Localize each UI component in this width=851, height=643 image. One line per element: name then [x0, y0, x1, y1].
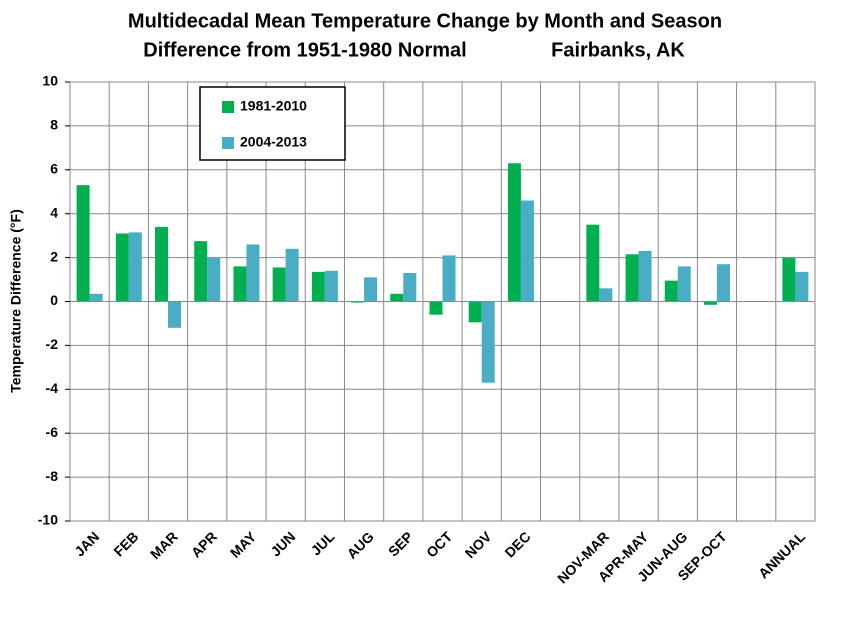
bar [703, 301, 717, 305]
x-tick-label: SEP [385, 528, 416, 559]
bar [664, 280, 678, 302]
bar [311, 271, 325, 302]
chart-title: Multidecadal Mean Temperature Change by … [128, 10, 722, 32]
x-tick-label: MAR [147, 528, 181, 562]
bar [468, 301, 482, 323]
x-tick-label: DEC [501, 528, 533, 560]
y-tick-label: -10 [38, 512, 58, 528]
x-tick-label: JAN [71, 528, 102, 559]
bar [677, 266, 691, 302]
x-tick-label: MAY [227, 528, 260, 561]
x-tick-label: APR [188, 528, 220, 560]
y-tick-label: -2 [46, 336, 59, 352]
bar [403, 272, 417, 302]
x-tick-label: NOV [462, 528, 495, 561]
chart-location: Fairbanks, AK [551, 39, 685, 61]
bar [481, 301, 495, 383]
bar [194, 241, 208, 302]
bar [782, 257, 796, 302]
bar [507, 163, 521, 302]
y-tick-label: 0 [50, 292, 58, 308]
bar [168, 301, 182, 328]
y-tick-label: 2 [50, 248, 58, 264]
bar [76, 185, 90, 302]
bar [390, 293, 404, 302]
bar [324, 270, 338, 302]
bar [285, 248, 299, 302]
bar [586, 224, 600, 302]
bar [638, 251, 652, 302]
x-tick-label: FEB [110, 528, 141, 559]
y-tick-label: 6 [50, 161, 58, 177]
bar [716, 264, 730, 302]
x-tick-label: ANNUAL [755, 528, 808, 581]
legend-label: 2004-2013 [240, 134, 307, 150]
bar [599, 288, 613, 302]
bar [115, 233, 129, 302]
y-tick-label: -8 [46, 468, 59, 484]
y-tick-label: -4 [46, 380, 59, 396]
chart-subtitle: Difference from 1951-1980 Normal [143, 39, 466, 61]
bar [89, 293, 103, 302]
bar [520, 200, 534, 302]
bar [364, 277, 378, 302]
legend-swatch [222, 137, 234, 149]
bar [207, 257, 221, 302]
bar [351, 301, 365, 303]
bar [246, 244, 260, 302]
bar [128, 232, 142, 302]
x-tick-label: JUL [308, 528, 338, 558]
x-tick-label: JUN [267, 528, 298, 559]
x-tick-label: AUG [343, 528, 376, 561]
y-tick-label: 10 [42, 73, 58, 89]
y-tick-label: -6 [46, 424, 59, 440]
bar [155, 226, 169, 302]
legend-label: 1981-2010 [240, 98, 307, 114]
bar [442, 255, 456, 302]
bar [272, 267, 286, 302]
y-tick-label: 4 [50, 204, 58, 220]
bar [625, 254, 639, 302]
legend-swatch [222, 101, 234, 113]
y-tick-label: 8 [50, 117, 58, 133]
bar [795, 271, 809, 302]
bar [233, 266, 247, 302]
x-tick-label: OCT [423, 528, 456, 561]
bar [429, 301, 443, 315]
y-axis-label: Temperature Difference (°F) [8, 209, 24, 393]
